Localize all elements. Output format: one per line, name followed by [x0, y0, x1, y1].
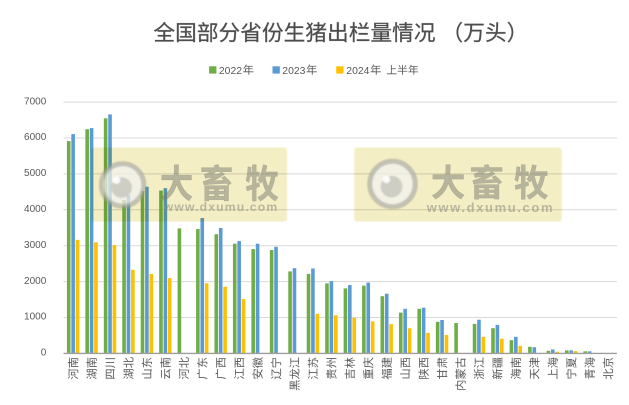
- svg-text:3000: 3000: [24, 240, 47, 251]
- svg-text:2024: 2024: [346, 66, 369, 77]
- svg-text:4000: 4000: [24, 204, 47, 215]
- svg-text:6000: 6000: [24, 132, 47, 143]
- svg-text:5000: 5000: [24, 168, 47, 179]
- svg-text:www.dxumu.com: www.dxumu.com: [426, 200, 553, 215]
- svg-text:www.dxumu.com: www.dxumu.com: [163, 200, 278, 214]
- svg-text:2022: 2022: [219, 66, 242, 77]
- svg-text:2000: 2000: [24, 276, 47, 287]
- svg-text:2023: 2023: [282, 66, 305, 77]
- svg-text:0: 0: [41, 348, 47, 359]
- svg-text:7000: 7000: [24, 96, 47, 107]
- svg-text:1000: 1000: [24, 312, 47, 323]
